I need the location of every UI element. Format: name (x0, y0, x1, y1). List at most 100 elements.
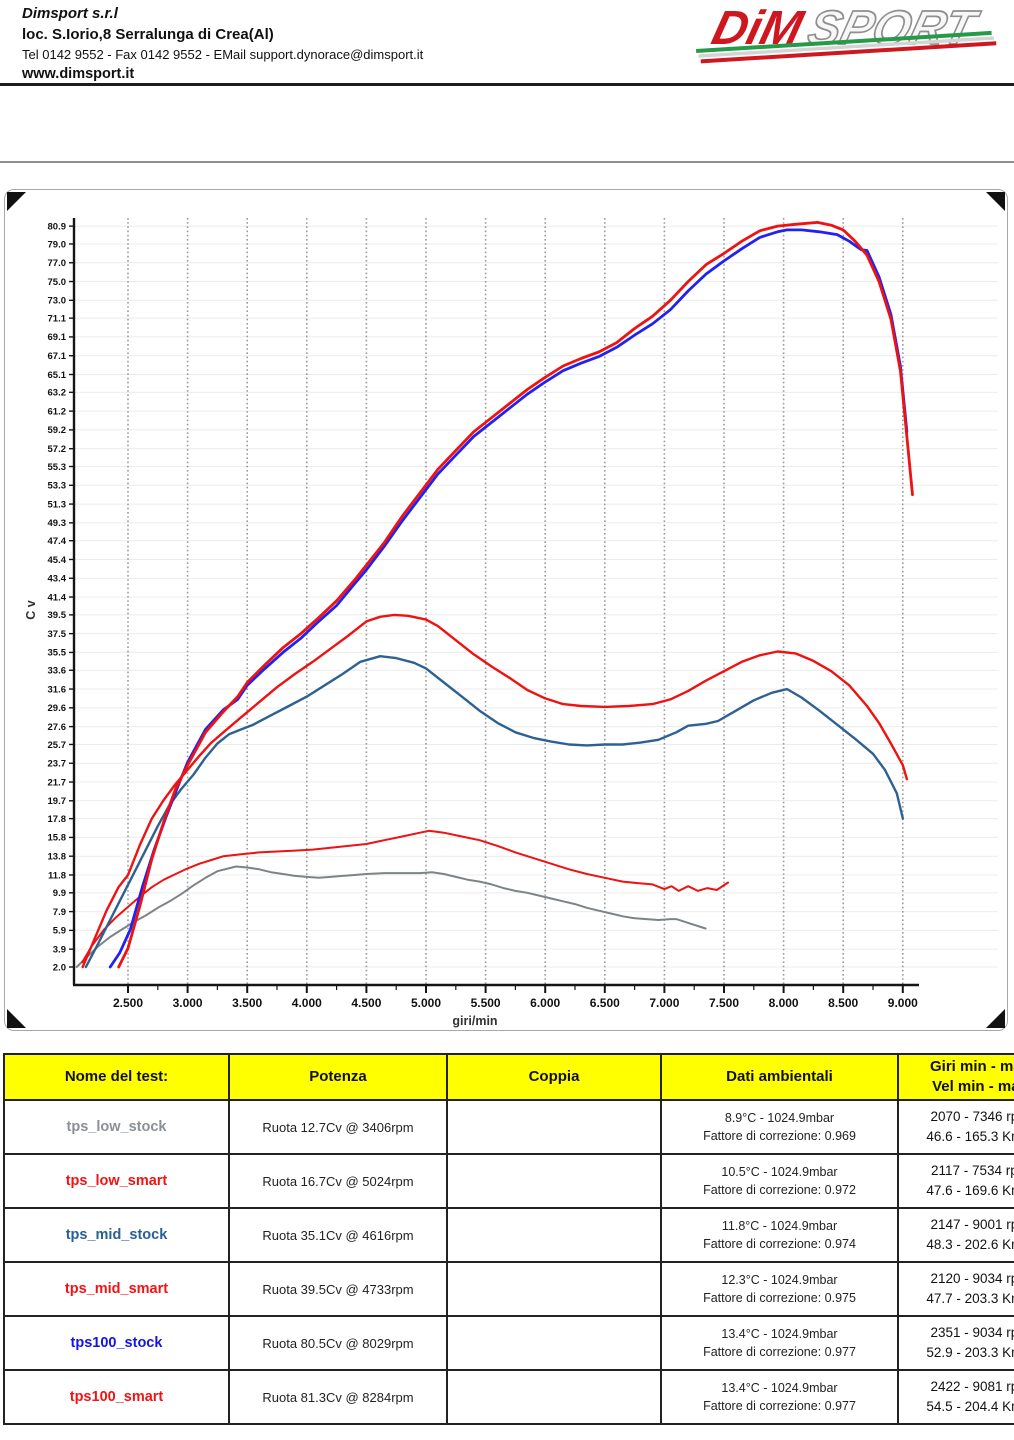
column-header-line: Vel min - max (932, 1078, 1014, 1095)
test-name-cell: tps_low_smart (3, 1153, 230, 1209)
potenza-cell: Ruota 81.3Cv @ 8284rpm (228, 1369, 448, 1425)
x-tick-label: 4.000 (292, 996, 322, 1010)
cell-line: 2070 - 7346 rpm (930, 1109, 1014, 1125)
giri-vel-cell: 2070 - 7346 rpm 46.6 - 165.3 Km/h (897, 1099, 1014, 1155)
series-tps_mid_stock (84, 655, 905, 969)
table-row: tps_low_stock Ruota 12.7Cv @ 3406rpm 8.9°C… (3, 1099, 1014, 1155)
y-tick-label: 77.0 (48, 258, 67, 269)
x-tick-label: 8.500 (828, 996, 858, 1010)
y-tick-label: 67.1 (48, 351, 67, 362)
potenza-cell: Ruota 39.5Cv @ 4733rpm (228, 1261, 448, 1317)
y-tick-label: 69.1 (48, 332, 67, 343)
table-row: tps_low_smart Ruota 16.7Cv @ 5024rpm 10.5°… (3, 1153, 1014, 1209)
corner-mark (7, 1009, 26, 1028)
cell-line: 46.6 - 165.3 Km/h (926, 1129, 1014, 1144)
cell-line: 54.5 - 204.4 Km/h (926, 1399, 1014, 1414)
y-tick-label: 55.3 (48, 462, 67, 473)
cell-line: 2351 - 9034 rpm (930, 1325, 1014, 1341)
y-tick-label: 39.5 (48, 610, 67, 621)
company-contacts: Tel 0142 9552 - Fax 0142 9552 - EMail su… (22, 47, 424, 62)
y-tick-label: 29.6 (48, 703, 67, 714)
cell-line: 10.5°C - 1024.9mbar (721, 1164, 838, 1179)
y-tick-label: 57.2 (48, 444, 67, 455)
y-tick-label: 17.8 (48, 814, 67, 825)
dimsport-logo: DiM SPORT (696, 2, 997, 64)
y-tick-label: 25.7 (48, 740, 67, 751)
dati-ambientali-cell: 12.3°C - 1024.9mbar Fattore di correzione… (660, 1261, 899, 1317)
cell-line: Fattore di correzione: 0.977 (703, 1399, 856, 1413)
x-tick-label: 5.500 (471, 996, 501, 1010)
potenza-cell: Ruota 16.7Cv @ 5024rpm (228, 1153, 448, 1209)
y-tick-label: 79.0 (48, 239, 67, 250)
y-tick-label: 71.1 (48, 313, 67, 324)
cell-line: 47.7 - 203.3 Km/h (926, 1291, 1014, 1306)
y-tick-label: 27.6 (48, 722, 67, 733)
y-tick-label: 59.2 (48, 425, 67, 436)
series-tps_low_stock (75, 865, 707, 968)
y-tick-label: 75.0 (48, 277, 67, 288)
y-tick-label: 65.1 (48, 370, 67, 381)
x-tick-label: 5.000 (411, 996, 441, 1010)
coppia-cell (446, 1099, 662, 1155)
test-name-cell: tps_mid_smart (3, 1261, 230, 1317)
y-tick-label: 37.5 (48, 629, 67, 640)
y-tick-label: 31.6 (48, 684, 67, 695)
y-tick-label: 3.9 (53, 944, 66, 955)
cell-line: Fattore di correzione: 0.972 (703, 1183, 856, 1197)
column-header: Dati ambientali (660, 1053, 899, 1101)
test-name-cell: tps_low_stock (3, 1099, 230, 1155)
y-tick-label: 21.7 (48, 777, 67, 788)
dati-ambientali-cell: 13.4°C - 1024.9mbar Fattore di correzione… (660, 1315, 899, 1371)
y-tick-label: 19.7 (48, 796, 67, 807)
cell-line: 12.3°C - 1024.9mbar (721, 1272, 838, 1287)
dati-ambientali-cell: 11.8°C - 1024.9mbar Fattore di correzione… (660, 1207, 899, 1263)
y-tick-label: 73.0 (48, 296, 67, 307)
x-tick-label: 7.500 (709, 996, 739, 1010)
dati-ambientali-cell: 8.9°C - 1024.9mbar Fattore di correzione:… (660, 1099, 899, 1155)
test-name-cell: tps_mid_stock (3, 1207, 230, 1263)
y-tick-label: 23.7 (48, 759, 67, 770)
x-tick-label: 6.000 (530, 996, 560, 1010)
y-tick-label: 7.9 (53, 907, 66, 918)
x-tick-label: 4.500 (351, 996, 381, 1010)
y-tick-label: 11.8 (48, 870, 66, 881)
giri-vel-cell: 2147 - 9001 rpm 48.3 - 202.6 Km/h (897, 1207, 1014, 1263)
y-tick-label: 80.9 (48, 221, 67, 232)
y-tick-label: 45.4 (48, 555, 67, 566)
cell-line: 13.4°C - 1024.9mbar (721, 1380, 838, 1395)
coppia-cell (446, 1315, 662, 1371)
x-tick-label: 6.500 (590, 996, 620, 1010)
cell-line: 2422 - 9081 rpm (930, 1379, 1014, 1395)
coppia-cell (446, 1153, 662, 1209)
table-row: tps_mid_smart Ruota 39.5Cv @ 4733rpm 12.3°… (3, 1261, 1014, 1317)
cell-line: 2117 - 7534 rpm (930, 1163, 1014, 1179)
y-tick-label: 61.2 (48, 406, 67, 417)
coppia-cell (446, 1207, 662, 1263)
y-tick-label: 15.8 (48, 833, 67, 844)
cell-line: Fattore di correzione: 0.975 (703, 1291, 856, 1305)
table-row: tps100_smart Ruota 81.3Cv @ 8284rpm 13.4°C… (3, 1369, 1014, 1425)
potenza-cell: Ruota 12.7Cv @ 3406rpm (228, 1099, 448, 1155)
cell-line: 48.3 - 202.6 Km/h (926, 1237, 1014, 1252)
column-header: Coppia (446, 1053, 662, 1101)
x-tick-label: 2.500 (113, 996, 143, 1010)
y-tick-label: 53.3 (48, 481, 67, 492)
y-tick-label: 9.9 (53, 888, 66, 899)
column-header: Nome del test: (3, 1053, 230, 1101)
dati-ambientali-cell: 13.4°C - 1024.9mbar Fattore di correzione… (660, 1369, 899, 1425)
corner-mark (986, 192, 1005, 211)
column-header-line: Giri min - max (929, 1057, 1014, 1075)
y-tick-label: 51.3 (48, 499, 67, 510)
cell-line: 2147 - 9001 rpm (930, 1217, 1014, 1233)
header-divider-thin (0, 161, 1014, 163)
company-website: www.dimsport.it (22, 66, 135, 82)
table-row: tps100_stock Ruota 80.5Cv @ 8029rpm 13.4°C… (3, 1315, 1014, 1371)
x-tick-label: 7.000 (649, 996, 679, 1010)
series-tps100_stock (108, 228, 909, 969)
cell-line: 47.6 - 169.6 Km/h (926, 1183, 1014, 1198)
x-axis-title: giri/min (452, 1014, 497, 1028)
y-tick-label: 47.4 (48, 536, 67, 547)
cell-line: 11.8°C - 1024.9mbar (721, 1218, 838, 1233)
cell-line: Fattore di correzione: 0.969 (703, 1129, 856, 1143)
